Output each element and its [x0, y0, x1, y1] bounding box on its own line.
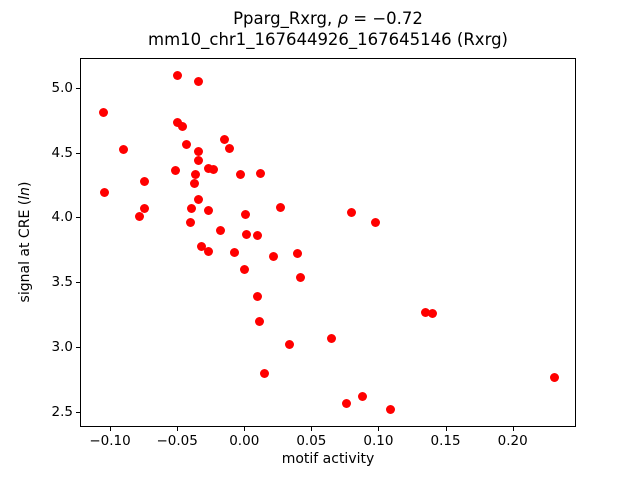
data-point: [296, 272, 306, 282]
y-tick-label: 2.5: [51, 404, 73, 421]
data-point: [208, 164, 218, 174]
data-point: [219, 135, 229, 145]
data-point: [187, 203, 197, 213]
data-point: [203, 246, 213, 256]
data-point: [172, 71, 182, 81]
data-point: [203, 163, 213, 173]
data-point: [386, 405, 396, 415]
data-point: [194, 76, 204, 86]
data-point: [253, 292, 263, 302]
data-point: [293, 249, 303, 259]
x-tick-label: 0.00: [229, 433, 260, 449]
data-point: [357, 392, 367, 402]
data-point: [275, 202, 285, 212]
x-tick-label: 0.15: [430, 433, 461, 449]
data-point: [190, 179, 200, 189]
data-point: [98, 107, 108, 117]
data-point: [259, 368, 269, 378]
y-tick-mark: [76, 347, 80, 349]
y-tick-label: 4.5: [51, 144, 73, 161]
data-point: [235, 170, 245, 180]
y-axis-label-text: signal at CRE (ln): [17, 182, 33, 303]
y-tick-mark: [76, 152, 80, 154]
data-point: [178, 122, 188, 132]
data-point: [239, 264, 249, 274]
data-point: [326, 333, 336, 343]
data-point: [215, 225, 225, 235]
data-point: [171, 166, 181, 176]
data-point: [194, 194, 204, 204]
y-label-suffix: ): [17, 181, 33, 188]
data-point: [186, 218, 196, 228]
y-label-italic-ln: ln: [17, 187, 33, 200]
data-point: [140, 176, 150, 186]
data-point: [371, 218, 381, 228]
title-text-prefix: Pparg_Rxrg,: [233, 9, 338, 28]
data-point: [285, 340, 295, 350]
x-tick-label: 0.20: [497, 433, 528, 449]
y-tick-mark: [76, 412, 80, 414]
chart-title-line2: mm10_chr1_167644926_167645146 (Rxrg): [148, 29, 508, 49]
x-tick-mark: [244, 427, 246, 431]
x-tick-mark: [311, 427, 313, 431]
data-point: [420, 307, 430, 317]
data-point: [549, 372, 559, 382]
rho-value: = −0.72: [348, 9, 423, 28]
y-tick-label: 4.0: [51, 209, 73, 226]
y-tick-label: 5.0: [51, 79, 73, 96]
data-point: [135, 211, 145, 221]
x-axis-label: motif activity: [281, 451, 375, 467]
data-point: [242, 229, 252, 239]
data-point: [253, 231, 263, 241]
plot-area: [80, 58, 576, 427]
data-point: [347, 207, 357, 217]
data-point: [100, 188, 110, 198]
x-tick-mark: [177, 427, 179, 431]
y-tick-label: 3.0: [51, 339, 73, 356]
data-point: [224, 144, 234, 154]
y-label-prefix: signal at CRE (: [17, 199, 33, 303]
x-tick-mark: [110, 427, 112, 431]
data-point: [118, 145, 128, 155]
data-point: [230, 247, 240, 257]
data-point: [203, 206, 213, 216]
y-tick-mark: [76, 87, 80, 89]
x-tick-mark: [378, 427, 380, 431]
data-point: [254, 316, 264, 326]
x-tick-label: −0.10: [89, 433, 131, 449]
x-tick-mark: [512, 427, 514, 431]
data-point: [255, 168, 265, 178]
x-tick-label: 0.05: [296, 433, 327, 449]
y-tick-mark: [76, 282, 80, 284]
data-point: [194, 155, 204, 165]
x-tick-label: −0.05: [156, 433, 198, 449]
x-tick-label: 0.10: [363, 433, 394, 449]
data-point: [194, 146, 204, 156]
data-point: [427, 309, 437, 319]
rho-symbol: ρ: [337, 9, 349, 28]
data-point: [269, 251, 279, 261]
y-tick-label: 3.5: [51, 274, 73, 291]
data-point: [341, 398, 351, 408]
data-point: [172, 118, 182, 128]
data-point: [241, 210, 251, 220]
y-tick-mark: [76, 217, 80, 219]
chart-title: Pparg_Rxrg, ρ = −0.72 mm10_chr1_16764492…: [80, 9, 576, 50]
data-point: [182, 140, 192, 150]
data-point: [140, 203, 150, 213]
data-point: [191, 170, 201, 180]
x-tick-mark: [445, 427, 447, 431]
data-point: [196, 241, 206, 251]
chart-title-line1: Pparg_Rxrg, ρ = −0.72: [80, 9, 576, 30]
